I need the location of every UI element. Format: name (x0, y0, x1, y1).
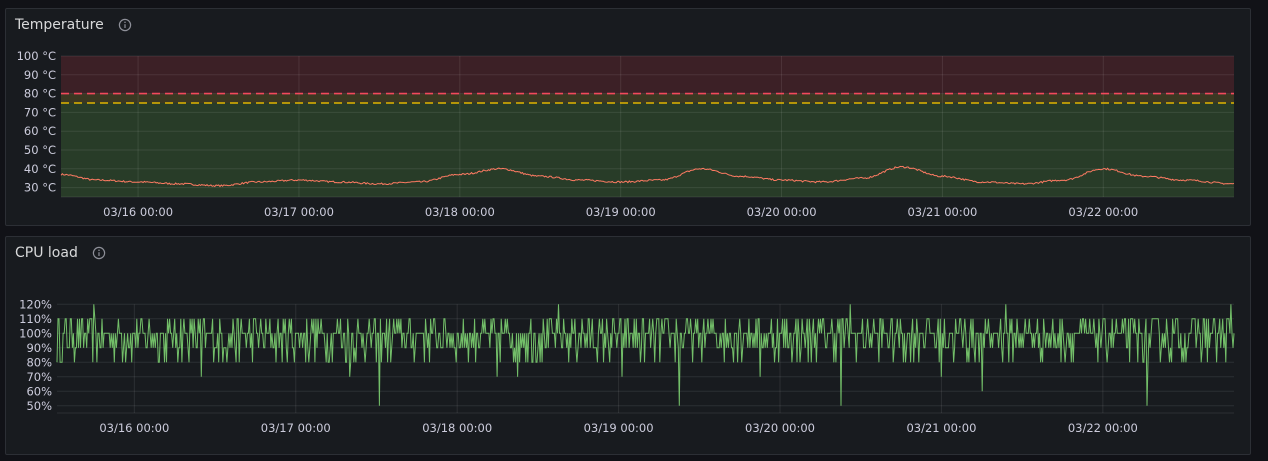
panel-header: Temperature (15, 15, 132, 35)
x-tick-label: 03/16 00:00 (99, 421, 169, 435)
x-tick-label: 03/21 00:00 (906, 421, 976, 435)
x-tick-label: 03/19 00:00 (584, 421, 654, 435)
y-tick-label: 50 °C (24, 143, 56, 157)
panel-title: Temperature (15, 17, 104, 33)
x-tick-label: 03/17 00:00 (261, 421, 331, 435)
x-tick-label: 03/18 00:00 (422, 421, 492, 435)
y-tick-label: 100% (19, 326, 52, 340)
x-tick-label: 03/17 00:00 (264, 205, 334, 219)
x-tick-label: 03/21 00:00 (907, 205, 977, 219)
x-tick-label: 03/22 00:00 (1068, 205, 1138, 219)
cpu-load-chart[interactable]: 50%60%70%80%90%100%110%120% 03/16 00:00 03… (6, 237, 1252, 456)
info-circle-icon[interactable] (118, 18, 132, 32)
cpu-series-line (56, 304, 1235, 406)
x-tick-label: 03/22 00:00 (1068, 421, 1138, 435)
y-tick-label: 90% (26, 341, 52, 355)
y-tick-label: 110% (19, 312, 52, 326)
x-tick-label: 03/20 00:00 (745, 421, 815, 435)
y-tick-label: 120% (19, 297, 52, 311)
y-tick-label: 60% (26, 384, 52, 398)
panel-header: CPU load (15, 243, 106, 263)
y-tick-label: 80% (26, 355, 52, 369)
cpu-load-panel: CPU load 50% 60% 70% 80% 90% 100% 110% 120% 03/1… (5, 236, 1251, 455)
temperature-series-line (60, 165, 1235, 188)
y-tick-label: 60 °C (24, 124, 56, 138)
y-tick-label: 90 °C (24, 68, 56, 82)
y-tick-label: 30 °C (24, 181, 56, 195)
y-tick-label: 50% (26, 399, 52, 413)
y-tick-label: 100 °C (17, 49, 56, 63)
y-tick-label: 40 °C (24, 162, 56, 176)
temperature-chart[interactable]: 30 °C 40 °C 50 °C 60 °C 70 °C 80 °C 90 °C 100 °… (6, 9, 1252, 227)
x-tick-label: 03/19 00:00 (586, 205, 656, 219)
temperature-panel: Temperature 30 °C 40 °C 50 °C 60 °C 70 °C 80 … (5, 8, 1251, 226)
y-tick-label: 70 °C (24, 105, 56, 119)
threshold-region (61, 56, 1234, 94)
x-tick-label: 03/20 00:00 (747, 205, 817, 219)
y-tick-label: 80 °C (24, 87, 56, 101)
info-circle-icon[interactable] (92, 246, 106, 260)
x-tick-label: 03/16 00:00 (103, 205, 173, 219)
y-tick-label: 70% (26, 370, 52, 384)
panel-title: CPU load (15, 245, 78, 261)
threshold-region (61, 93, 1234, 103)
x-tick-label: 03/18 00:00 (425, 205, 495, 219)
